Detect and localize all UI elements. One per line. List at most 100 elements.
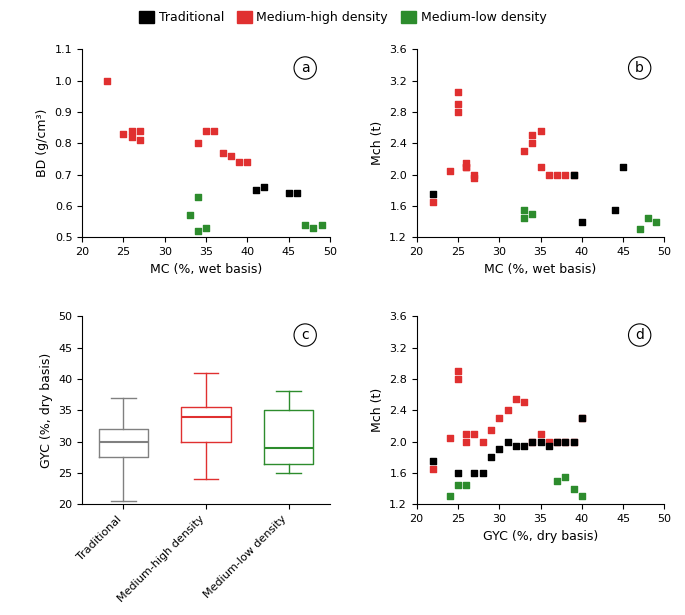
Point bbox=[535, 162, 546, 172]
Point bbox=[634, 224, 645, 234]
Point bbox=[445, 491, 456, 501]
Point bbox=[527, 130, 538, 140]
Point bbox=[126, 132, 137, 142]
Point bbox=[192, 138, 203, 148]
Text: c: c bbox=[301, 328, 309, 342]
Point bbox=[576, 413, 587, 423]
X-axis label: GYC (%, dry basis): GYC (%, dry basis) bbox=[483, 530, 598, 542]
Point bbox=[461, 162, 472, 172]
Point bbox=[568, 437, 579, 446]
Point bbox=[519, 146, 530, 156]
Point bbox=[126, 126, 137, 136]
Point bbox=[651, 216, 662, 226]
Point bbox=[643, 213, 653, 223]
Point bbox=[453, 99, 464, 109]
Point bbox=[527, 437, 538, 446]
Point bbox=[250, 185, 261, 195]
Point bbox=[242, 157, 253, 167]
Point bbox=[527, 138, 538, 148]
Point bbox=[316, 220, 327, 229]
Point bbox=[283, 188, 294, 198]
Point bbox=[453, 468, 464, 478]
Point bbox=[258, 182, 269, 192]
Point bbox=[535, 437, 546, 446]
Point bbox=[519, 205, 530, 215]
Point bbox=[494, 413, 505, 423]
Point bbox=[469, 429, 480, 438]
Point bbox=[510, 440, 521, 450]
Point bbox=[560, 472, 571, 482]
Point bbox=[560, 437, 571, 446]
Point bbox=[445, 433, 456, 443]
Point bbox=[568, 170, 579, 180]
Point bbox=[118, 129, 129, 139]
Point bbox=[477, 468, 488, 478]
Point bbox=[184, 210, 195, 220]
Point bbox=[192, 192, 203, 202]
Point bbox=[134, 135, 145, 145]
Point bbox=[308, 223, 319, 232]
X-axis label: MC (%, wet basis): MC (%, wet basis) bbox=[484, 263, 597, 276]
Point bbox=[291, 188, 302, 198]
Point bbox=[494, 445, 505, 454]
Point bbox=[560, 170, 571, 180]
Point bbox=[576, 216, 587, 226]
Legend: Traditional, Medium-high density, Medium-low density: Traditional, Medium-high density, Medium… bbox=[134, 6, 551, 30]
Point bbox=[610, 205, 621, 215]
Point bbox=[535, 127, 546, 137]
Point bbox=[461, 480, 472, 490]
Point bbox=[502, 437, 513, 446]
Point bbox=[551, 170, 562, 180]
Point bbox=[543, 170, 554, 180]
Point bbox=[453, 87, 464, 97]
Point bbox=[551, 437, 562, 446]
Point bbox=[486, 425, 497, 435]
Y-axis label: GYC (%, dry basis): GYC (%, dry basis) bbox=[40, 352, 53, 468]
Point bbox=[453, 374, 464, 384]
Point bbox=[568, 437, 579, 446]
Point bbox=[477, 437, 488, 446]
Point bbox=[568, 170, 579, 180]
Point bbox=[543, 437, 554, 446]
Point bbox=[201, 223, 212, 232]
Point bbox=[502, 405, 513, 415]
Point bbox=[551, 476, 562, 486]
Point bbox=[234, 157, 245, 167]
Point bbox=[300, 220, 311, 229]
Point bbox=[427, 464, 438, 474]
Point bbox=[535, 429, 546, 438]
Point bbox=[453, 107, 464, 117]
Point bbox=[217, 148, 228, 157]
X-axis label: MC (%, wet basis): MC (%, wet basis) bbox=[150, 263, 262, 276]
Point bbox=[427, 456, 438, 466]
Point bbox=[461, 429, 472, 438]
Point bbox=[201, 126, 212, 136]
Point bbox=[134, 126, 145, 136]
Point bbox=[461, 162, 472, 172]
Point bbox=[527, 437, 538, 446]
Point bbox=[469, 468, 480, 478]
Point bbox=[453, 366, 464, 376]
Point bbox=[560, 437, 571, 446]
Text: a: a bbox=[301, 61, 310, 75]
Point bbox=[519, 213, 530, 223]
Point bbox=[445, 165, 456, 175]
Point bbox=[469, 170, 480, 180]
Point bbox=[461, 158, 472, 168]
Point bbox=[225, 151, 236, 161]
Point bbox=[543, 440, 554, 450]
Text: b: b bbox=[635, 61, 644, 75]
Text: d: d bbox=[635, 328, 644, 342]
Y-axis label: Mch (t): Mch (t) bbox=[371, 388, 384, 432]
Point bbox=[551, 437, 562, 446]
Point bbox=[192, 226, 203, 236]
Y-axis label: BD (g/cm³): BD (g/cm³) bbox=[36, 109, 49, 177]
Point bbox=[618, 162, 629, 172]
Point bbox=[527, 209, 538, 219]
Point bbox=[453, 480, 464, 490]
Point bbox=[519, 440, 530, 450]
Point bbox=[469, 173, 480, 183]
Point bbox=[519, 397, 530, 407]
Point bbox=[568, 484, 579, 494]
Point bbox=[486, 453, 497, 462]
